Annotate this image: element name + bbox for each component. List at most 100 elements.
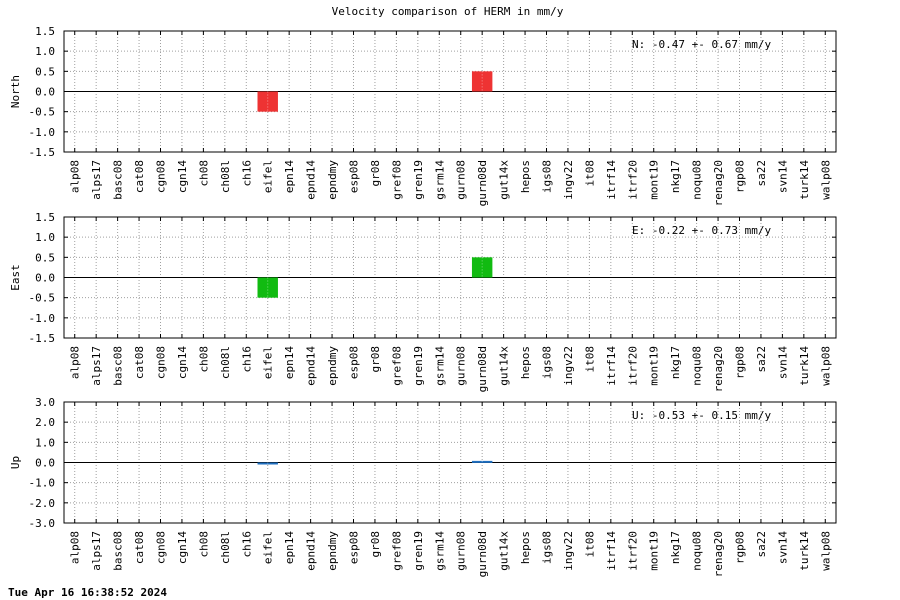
east-xtick-label-ch08l: ch08l [219, 346, 232, 379]
east-xtick-label-gut14x: gut14x [498, 346, 511, 386]
north-xtick-label-gref08: gref08 [390, 160, 403, 200]
north-xtick-label-cat08: cat08 [133, 160, 146, 193]
east-xtick-label-ch16: ch16 [240, 346, 253, 373]
east-plot-frame [63, 216, 837, 339]
east-xtick-label-cgn14: cgn14 [176, 346, 189, 379]
up-xtick-label-ch16: ch16 [240, 531, 253, 558]
up-xtick-label-epn14: epn14 [283, 531, 296, 564]
north-ytick-label: 1.5 [35, 25, 55, 38]
north-xtick-label-itrf14: itrf14 [605, 160, 618, 200]
north-xtick-label-itrf20: itrf20 [626, 160, 639, 200]
east-ytick-label: 0.0 [35, 272, 55, 285]
east-xtick-label-epnd14: epnd14 [305, 346, 318, 386]
north-xtick-label-esp08: esp08 [348, 160, 361, 193]
up-xtick-label-ch08l: ch08l [219, 531, 232, 564]
north-xtick-label-alps17: alps17 [90, 160, 103, 200]
east-xtick-label-eifel: eifel [262, 346, 275, 379]
up-xtick-label-basc08: basc08 [112, 531, 125, 571]
east-xtick-label-esp08: esp08 [348, 346, 361, 379]
north-annotation: N: -0.47 +- 0.67 mm/y [632, 38, 771, 51]
up-xtick-label-epnd14: epnd14 [305, 531, 318, 571]
up-ytick-label: 3.0 [35, 396, 55, 409]
up-xtick-label-gsrm14: gsrm14 [433, 531, 446, 571]
north-xtick-label-cgn14: cgn14 [176, 160, 189, 193]
up-xtick-label-renag20: renag20 [712, 531, 725, 577]
north-xtick-label-mont19: mont19 [648, 160, 661, 200]
north-ytick-label: -1.0 [29, 126, 56, 139]
north-xtick-label-gut14x: gut14x [498, 160, 511, 200]
east-xtick-label-gr08: gr08 [369, 346, 382, 373]
up-bar-gurn08d [471, 460, 493, 463]
north-ytick-label: 1.0 [35, 45, 55, 58]
east-xtick-label-cgn08: cgn08 [155, 346, 168, 379]
east-xtick-label-gref08: gref08 [390, 346, 403, 386]
up-xtick-label-gren19: gren19 [412, 531, 425, 571]
east-xtick-label-igs08: igs08 [541, 346, 554, 379]
up-xtick-label-cgn14: cgn14 [176, 531, 189, 564]
north-xtick-label-svn14: svn14 [776, 160, 789, 193]
north-xtick-label-basc08: basc08 [112, 160, 125, 200]
up-bar-eifel [257, 462, 278, 465]
north-xtick-label-gr08: gr08 [369, 160, 382, 187]
up-xtick-label-eifel: eifel [262, 531, 275, 564]
up-xtick-label-epndmy: epndmy [326, 531, 339, 571]
north-xtick-label-turk14: turk14 [798, 160, 811, 200]
timestamp: Tue Apr 16 16:38:52 2024 [8, 586, 167, 599]
up-xtick-label-igs08: igs08 [541, 531, 554, 564]
up-xtick-label-gurn08d: gurn08d [476, 531, 489, 577]
north-ytick-label: 0.5 [35, 65, 55, 78]
north-axis-label: North [9, 75, 22, 108]
north-xtick-label-alp08: alp08 [69, 160, 82, 193]
up-xtick-label-mont19: mont19 [648, 531, 661, 571]
up-xtick-label-svn14: svn14 [776, 531, 789, 564]
east-xtick-label-gsrm14: gsrm14 [433, 346, 446, 386]
up-xtick-label-gr08: gr08 [369, 531, 382, 558]
north-xtick-label-ch08l: ch08l [219, 160, 232, 193]
east-xtick-label-noqu08: noqu08 [691, 346, 704, 386]
north-xtick-label-ingv22: ingv22 [562, 160, 575, 200]
north-xtick-label-renag20: renag20 [712, 160, 725, 206]
up-xtick-label-it08: it08 [583, 531, 596, 558]
up-ytick-label: -3.0 [29, 517, 56, 530]
north-xtick-label-epndmy: epndmy [326, 160, 339, 200]
east-xtick-label-epn14: epn14 [283, 346, 296, 379]
up-xtick-label-alp08: alp08 [69, 531, 82, 564]
east-ytick-label: -1.5 [29, 332, 56, 345]
east-xtick-label-basc08: basc08 [112, 346, 125, 386]
up-annotation: U: -0.53 +- 0.15 mm/y [632, 409, 771, 422]
east-xtick-label-hepos: hepos [519, 346, 532, 379]
north-bar-eifel [257, 91, 278, 112]
north-xtick-label-epnd14: epnd14 [305, 160, 318, 200]
east-xtick-label-itrf20: itrf20 [626, 346, 639, 386]
north-xtick-label-gurn08d: gurn08d [476, 160, 489, 206]
up-xtick-label-cat08: cat08 [133, 531, 146, 564]
north-xtick-label-ch08: ch08 [197, 160, 210, 187]
up-ytick-label: 2.0 [35, 416, 55, 429]
north-bar-gurn08d [471, 71, 493, 92]
north-xtick-label-sa22: sa22 [755, 160, 768, 187]
east-xtick-label-gurn08: gurn08 [455, 346, 468, 386]
north-xtick-label-rgp08: rgp08 [734, 160, 747, 193]
up-xtick-label-sa22: sa22 [755, 531, 768, 558]
east-xtick-label-gurn08d: gurn08d [476, 346, 489, 392]
north-xtick-label-igs08: igs08 [541, 160, 554, 193]
up-ytick-label: 0.0 [35, 457, 55, 470]
east-xtick-label-rgp08: rgp08 [734, 346, 747, 379]
east-ytick-label: -0.5 [29, 292, 56, 305]
east-ytick-label: 1.0 [35, 231, 55, 244]
up-xtick-label-ingv22: ingv22 [562, 531, 575, 571]
north-xtick-label-gren19: gren19 [412, 160, 425, 200]
up-xtick-label-ch08: ch08 [197, 531, 210, 558]
north-xtick-label-ch16: ch16 [240, 160, 253, 187]
up-xtick-label-gut14x: gut14x [498, 531, 511, 571]
east-ytick-label: -1.0 [29, 312, 56, 325]
chart-title: Velocity comparison of HERM in mm/y [331, 5, 564, 18]
east-bar-eifel [257, 277, 278, 298]
up-ytick-label: -1.0 [29, 477, 56, 490]
east-xtick-label-ingv22: ingv22 [562, 346, 575, 386]
north-ytick-label: -1.5 [29, 146, 56, 159]
up-xtick-label-hepos: hepos [519, 531, 532, 564]
up-xtick-label-itrf20: itrf20 [626, 531, 639, 571]
up-xtick-label-rgp08: rgp08 [734, 531, 747, 564]
